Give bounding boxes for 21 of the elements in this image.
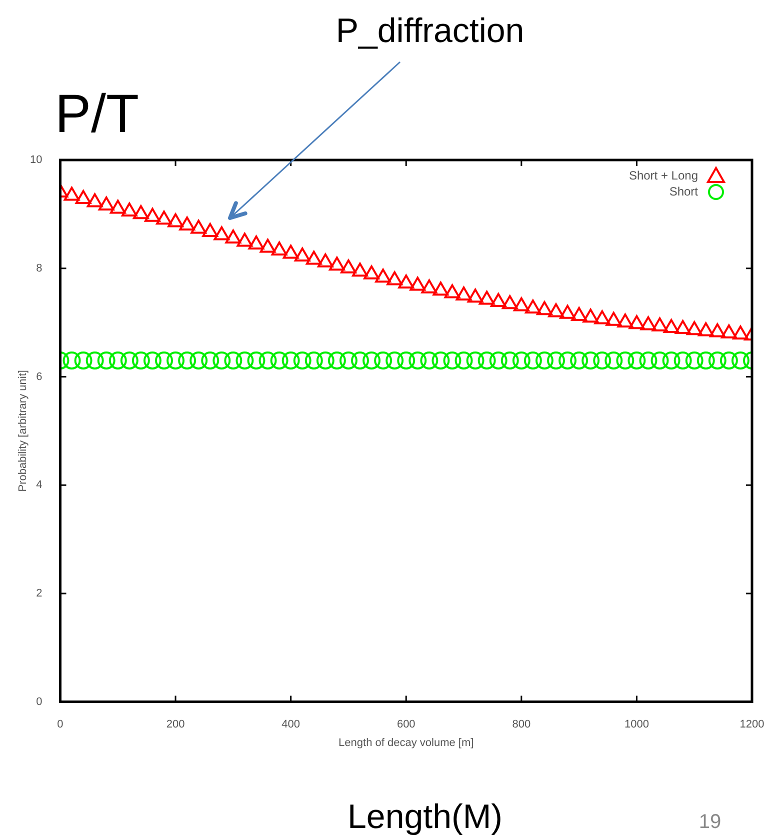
x-tick-label: 0 [57,718,64,730]
y-tick-label: 6 [36,370,42,383]
x-tick-label: 200 [166,718,185,730]
x-tick-label: 400 [282,718,300,730]
x-tick-label: 1200 [740,718,764,730]
text: 19 [698,811,722,833]
y-tick-label: 4 [36,479,42,492]
y-tick-label: 10 [30,154,42,166]
text: P_diffraction [336,12,524,50]
y-tick-label: 8 [36,262,42,274]
y-tick-label: 2 [36,587,42,600]
x-tick-label: 600 [396,718,416,730]
y-axis-title: Probability [arbitrary unit] [17,370,29,492]
x-axis-title: Length of decay volume [m] [338,736,474,749]
y-tick-label: 0 [36,696,42,708]
text: Length(M) [348,798,502,836]
x-tick-label: 1000 [624,718,649,730]
legend-label: Short [669,184,699,198]
legend-label: Short + Long [628,168,698,182]
x-tick-label: 800 [512,718,531,730]
chart-title: P/T [55,84,140,144]
